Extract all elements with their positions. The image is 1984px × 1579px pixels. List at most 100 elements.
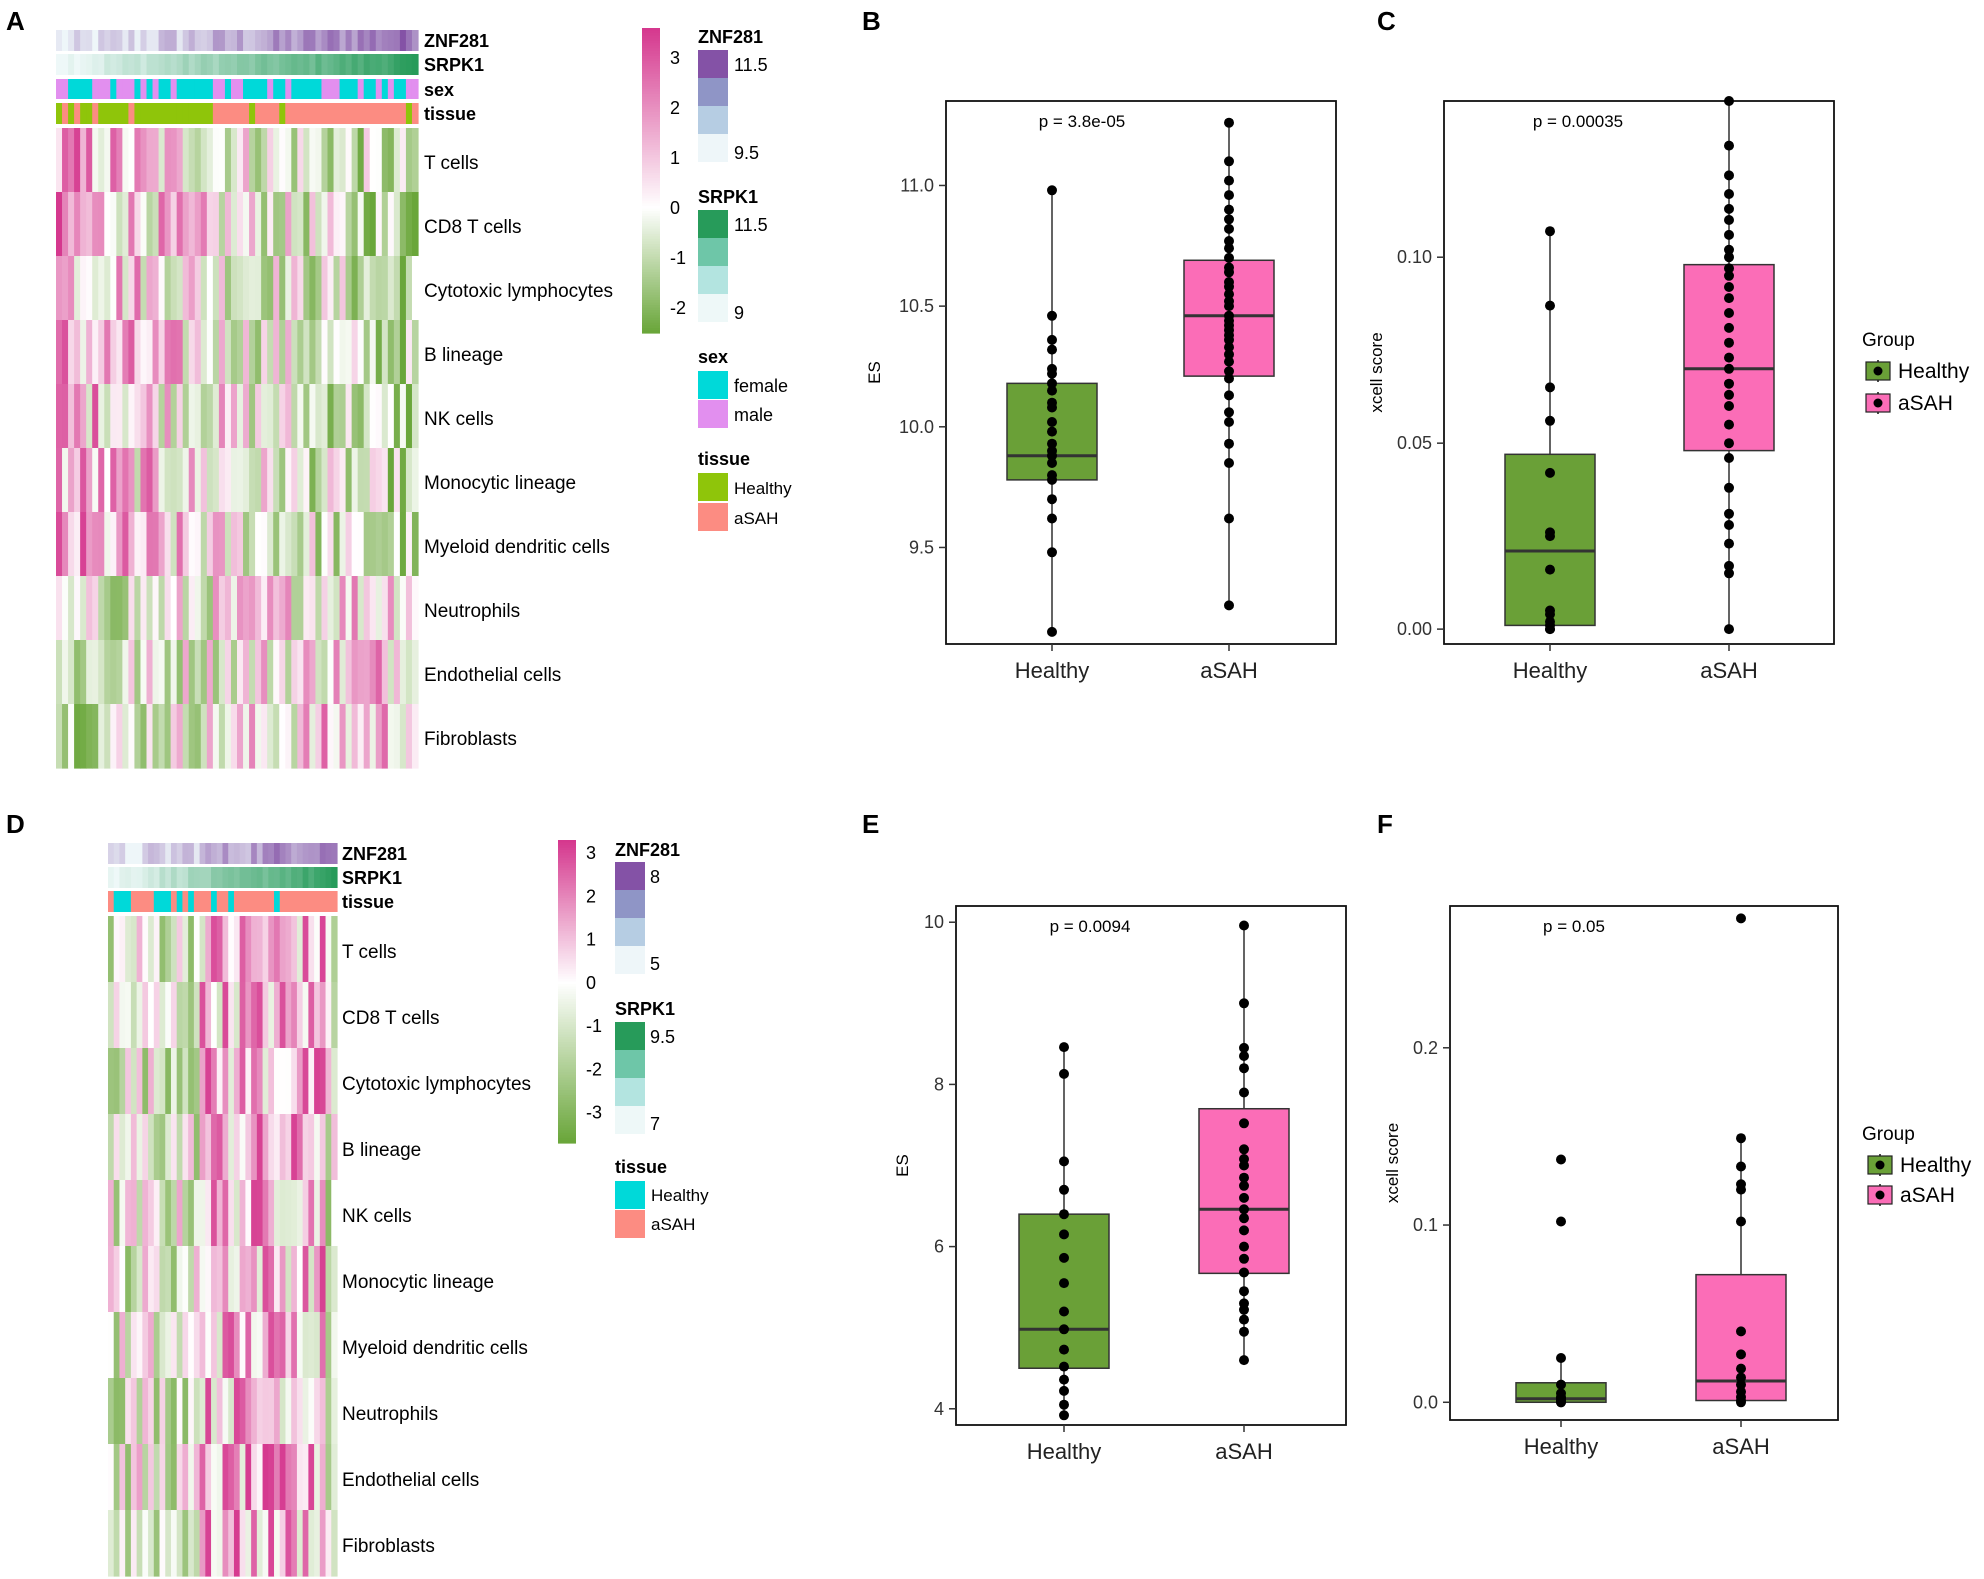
annotation-cell — [122, 30, 129, 51]
annotation-cell — [80, 79, 87, 99]
data-point — [1724, 270, 1734, 281]
heatmap-cell — [327, 256, 335, 321]
annotation-cell — [140, 30, 148, 51]
heatmap-cell — [110, 640, 117, 705]
heatmap-cell — [142, 1114, 149, 1181]
heatmap-cell — [245, 1312, 252, 1379]
annotation-cell — [321, 79, 329, 99]
heatmap-cell — [188, 1180, 195, 1247]
scale-step — [642, 83, 660, 88]
heatmap-cell — [297, 704, 304, 769]
heatmap-cell — [297, 640, 304, 705]
heatmap-cell — [274, 916, 281, 983]
znf-swatch — [615, 918, 645, 946]
scale-step — [558, 1117, 576, 1121]
heatmap-cell — [393, 448, 401, 513]
scale-step — [642, 322, 660, 326]
scale-step — [642, 94, 660, 98]
heatmap-cell — [405, 256, 413, 321]
heatmap-cell — [315, 256, 323, 321]
heatmap-cell — [224, 448, 232, 513]
data-point — [1545, 226, 1555, 237]
heatmap-cell — [245, 1510, 252, 1577]
heatmap-cell — [267, 640, 274, 705]
heatmap-cell — [206, 128, 214, 193]
heatmap-cell — [218, 576, 226, 641]
data-point — [1239, 1042, 1249, 1053]
heatmap-cell — [188, 320, 196, 385]
heatmap-cell — [211, 1180, 218, 1247]
heatmap-cell — [387, 384, 395, 449]
data-point — [1239, 1267, 1249, 1278]
y-tick-label: 0.1 — [1413, 1215, 1438, 1235]
heatmap-cell — [125, 1180, 132, 1247]
heatmap-cell — [122, 256, 129, 321]
heatmap-a — [56, 30, 419, 769]
annotation-cell — [113, 843, 121, 864]
heatmap-cell — [325, 1444, 332, 1511]
heatmap-cell — [68, 384, 75, 449]
scale-step — [558, 1087, 576, 1091]
annotation-cell — [243, 79, 250, 99]
annotation-cell — [146, 79, 154, 99]
annotation-cell — [268, 843, 275, 864]
annotation-cell — [110, 30, 117, 51]
heatmap-cell — [315, 512, 323, 577]
heatmap-cell — [399, 320, 407, 385]
heatmap-cell — [142, 1510, 149, 1577]
heatmap-cell — [375, 320, 383, 385]
heatmap-cell — [319, 1114, 327, 1181]
scale-step — [642, 129, 660, 133]
scale-step — [642, 127, 660, 131]
annotation-cell — [321, 30, 329, 51]
heatmap-cell — [303, 448, 310, 513]
data-point — [1047, 458, 1057, 468]
annotation-cell — [212, 30, 220, 51]
scale-step — [642, 327, 660, 332]
scale-step — [558, 918, 576, 922]
heatmap-cell — [170, 256, 178, 321]
srpk-swatch — [698, 294, 728, 322]
heatmap-cell — [108, 1048, 115, 1115]
heatmap-cell — [194, 256, 202, 321]
heatmap-cell — [303, 704, 310, 769]
heatmap-cell — [98, 576, 105, 641]
heatmap-cell — [222, 1180, 229, 1247]
heatmap-cell — [393, 512, 401, 577]
heatmap-cell — [153, 1510, 161, 1577]
heatmap-cell — [399, 704, 407, 769]
data-point — [1059, 1042, 1069, 1053]
data-point — [1239, 1298, 1249, 1309]
annotation-cell — [136, 843, 143, 864]
data-point — [1239, 1118, 1249, 1129]
heatmap-cell — [142, 982, 149, 1049]
heatmap-cell — [130, 1510, 138, 1577]
heatmap-cell — [130, 1312, 138, 1379]
heatmap-cell — [339, 384, 347, 449]
heatmap-cell — [212, 192, 220, 257]
heatmap-cell — [297, 128, 304, 193]
annotation-cell — [351, 103, 359, 124]
heatmap-cell — [345, 448, 353, 513]
heatmap-cell — [74, 576, 81, 641]
scale-step — [642, 91, 660, 95]
y-tick-label: 9.5 — [909, 538, 934, 558]
data-point — [1239, 1326, 1249, 1337]
heatmap-cell — [251, 1444, 258, 1511]
annotation-cell — [251, 867, 258, 888]
annotation-cell — [261, 54, 268, 75]
legend-title: sex — [698, 347, 728, 367]
heatmap-cell — [291, 704, 298, 769]
heatmap-cell — [369, 512, 377, 577]
annotation-cell — [176, 79, 184, 99]
legend-high-label: 9.5 — [650, 1027, 675, 1047]
plot-frame — [955, 905, 1347, 1426]
heatmap-cell — [375, 384, 383, 449]
heatmap-cell — [92, 576, 99, 641]
scale-tick-label: 0 — [586, 973, 596, 993]
heatmap-cell — [279, 128, 286, 193]
annotation-cell — [375, 103, 383, 124]
heatmap-cell — [165, 1114, 172, 1181]
annotation-cell — [255, 30, 262, 51]
scale-step — [558, 1059, 576, 1063]
